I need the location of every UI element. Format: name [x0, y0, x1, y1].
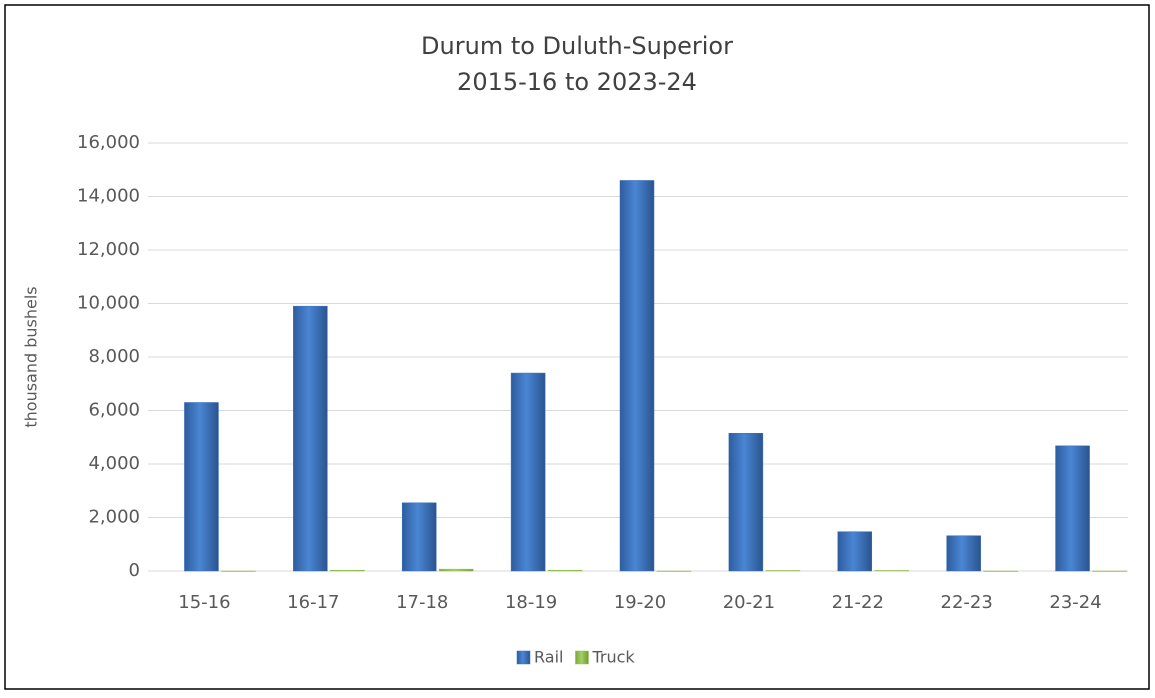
x-tick-label: 18-19 — [505, 592, 557, 613]
bar — [221, 570, 256, 572]
y-tick-label: 0 — [129, 560, 140, 581]
bar — [330, 569, 365, 572]
y-tick-label: 16,000 — [77, 132, 140, 153]
x-tick-label: 16-17 — [287, 592, 339, 613]
x-tick-label: 15-16 — [178, 592, 230, 613]
bar — [983, 570, 1018, 572]
x-tick-label: 19-20 — [614, 592, 666, 613]
y-tick-label: 14,000 — [77, 186, 140, 207]
x-tick-label: 17-18 — [396, 592, 448, 613]
y-tick-label: 12,000 — [77, 239, 140, 260]
y-tick-label: 4,000 — [88, 453, 140, 474]
bar — [1092, 570, 1127, 572]
bar — [874, 570, 910, 572]
bar — [547, 569, 583, 572]
x-tick-label: 20-21 — [723, 592, 775, 613]
bar — [510, 372, 546, 572]
bar — [293, 305, 328, 572]
chart-title: Durum to Duluth-Superior — [421, 32, 733, 60]
x-tick-label: 22-23 — [941, 592, 993, 613]
y-tick-label: 8,000 — [88, 346, 140, 367]
bar — [946, 535, 981, 572]
bar — [619, 180, 655, 572]
y-tick-label: 2,000 — [88, 507, 140, 528]
bar — [1055, 445, 1090, 572]
legend-label: Truck — [591, 648, 635, 667]
bar — [401, 502, 437, 572]
legend-swatch — [516, 650, 531, 665]
y-tick-label: 6,000 — [88, 400, 140, 421]
bar — [837, 531, 873, 572]
x-tick-label: 23-24 — [1049, 592, 1101, 613]
bar — [656, 570, 692, 572]
legend-swatch — [575, 650, 589, 665]
x-tick-label: 21-22 — [832, 592, 884, 613]
y-axis-label: thousand bushels — [22, 286, 41, 427]
chart-border — [4, 4, 1150, 690]
bar — [728, 432, 764, 572]
legend-label: Rail — [534, 648, 563, 667]
bar — [438, 568, 474, 572]
y-tick-label: 10,000 — [77, 293, 140, 314]
bar — [765, 570, 801, 572]
bar — [184, 402, 219, 572]
chart-subtitle: 2015-16 to 2023-24 — [457, 68, 697, 96]
